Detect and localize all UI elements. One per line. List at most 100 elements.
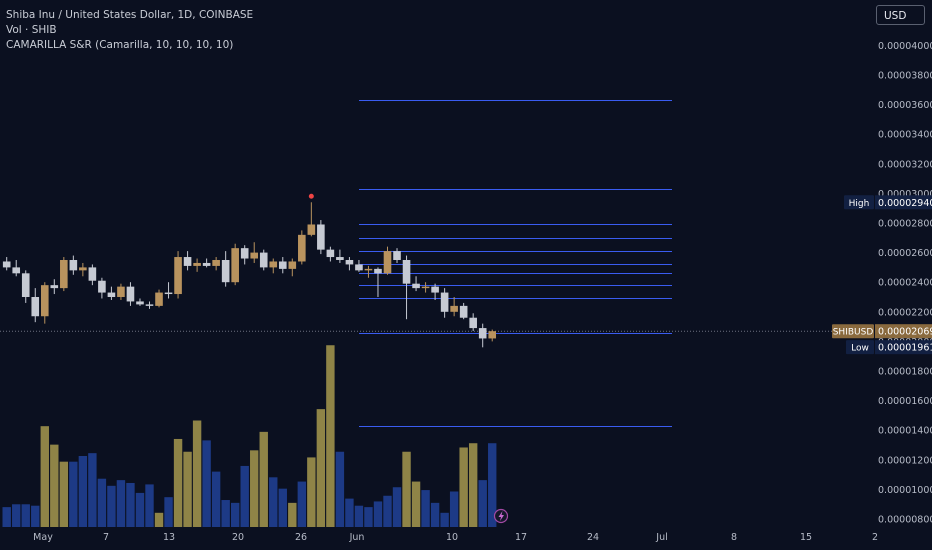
candle-body bbox=[431, 286, 439, 293]
candle-body bbox=[326, 249, 335, 258]
volume-bar bbox=[2, 507, 11, 527]
volume-bar bbox=[221, 500, 230, 527]
candle-body bbox=[231, 248, 239, 283]
candle-body bbox=[421, 286, 430, 289]
time-tick-label: 7 bbox=[103, 532, 109, 543]
high-marker bbox=[308, 193, 314, 199]
candle-body bbox=[12, 267, 21, 274]
volume-bar bbox=[12, 504, 21, 527]
candle-body bbox=[307, 224, 316, 235]
candle-body bbox=[60, 260, 68, 289]
candle-body bbox=[88, 267, 97, 281]
time-axis[interactable]: May 7 13 20 26 Jun 10 17 24 Jul 8 15 2 bbox=[33, 532, 878, 543]
volume-bar bbox=[173, 438, 183, 527]
price-tick-label: 0.00004000 bbox=[878, 41, 932, 52]
price-tick-label: 0.00003800 bbox=[878, 71, 932, 82]
volume-bar bbox=[21, 504, 30, 527]
volume-bar bbox=[69, 461, 78, 527]
time-tick-label: May bbox=[33, 532, 53, 543]
candle-body bbox=[374, 268, 382, 274]
candle-body bbox=[383, 251, 392, 274]
price-tick-label: 0.00002400 bbox=[878, 278, 932, 289]
volume-bar bbox=[40, 426, 49, 527]
volume-bar bbox=[269, 477, 278, 527]
volume-bar bbox=[402, 451, 411, 527]
volume-bar bbox=[59, 461, 69, 527]
currency-button[interactable]: USD bbox=[876, 5, 925, 25]
price-tick-label: 0.00001200 bbox=[878, 455, 932, 466]
price-tick-label: 0.00003400 bbox=[878, 130, 932, 141]
candle-body bbox=[145, 304, 154, 306]
volume-bar bbox=[145, 484, 154, 527]
candle-body bbox=[440, 292, 449, 312]
candle-body bbox=[240, 248, 249, 259]
volume-bar bbox=[31, 505, 40, 527]
volume-bar bbox=[278, 488, 287, 527]
symbol-title[interactable]: Shiba Inu / United States Dollar, 1D, CO… bbox=[6, 9, 254, 21]
candle-body bbox=[269, 261, 278, 268]
candle-body bbox=[164, 292, 173, 295]
volume-bar bbox=[240, 465, 249, 527]
alert-icon[interactable] bbox=[493, 508, 509, 524]
volume-bar bbox=[459, 447, 468, 527]
price-label-value: 0.00002069 bbox=[878, 327, 932, 338]
candles bbox=[2, 202, 497, 348]
price-label-tag bbox=[844, 195, 874, 210]
candle-body bbox=[355, 264, 363, 271]
time-tick-label: 17 bbox=[515, 532, 527, 543]
time-tick-label: 10 bbox=[446, 532, 458, 543]
time-tick-label: Jun bbox=[349, 532, 365, 543]
volume-indicator-label[interactable]: Vol · SHIB bbox=[6, 24, 57, 36]
candle-body bbox=[288, 261, 297, 269]
price-label-box bbox=[875, 324, 932, 339]
price-label-box bbox=[875, 195, 932, 210]
price-label-value: 0.00001961 bbox=[878, 343, 932, 354]
candle-body bbox=[450, 305, 458, 312]
volume-bar bbox=[259, 431, 268, 527]
volume-bar bbox=[364, 507, 373, 527]
volume-bar bbox=[288, 502, 297, 527]
candle-body bbox=[336, 257, 344, 260]
time-tick-label: Jul bbox=[655, 532, 667, 543]
candle-body bbox=[193, 262, 201, 266]
candle-body bbox=[174, 257, 182, 295]
candle-body bbox=[126, 286, 135, 302]
volume-bar bbox=[297, 481, 307, 527]
price-tick-label: 0.00002600 bbox=[878, 248, 932, 259]
price-labels: High 0.00002940 SHIBUSD 0.00002069 Low 0.0000… bbox=[832, 195, 932, 355]
volume-bar bbox=[354, 505, 364, 527]
candle-body bbox=[98, 280, 106, 293]
volume-bar bbox=[440, 512, 449, 527]
candle-body bbox=[183, 257, 192, 266]
candle-body bbox=[364, 268, 373, 271]
volume-bar bbox=[202, 440, 211, 527]
candle-body bbox=[402, 260, 411, 284]
candle-body bbox=[250, 252, 259, 259]
candle-body bbox=[31, 297, 40, 317]
time-tick-label: 26 bbox=[295, 532, 307, 543]
candle-body bbox=[21, 273, 30, 297]
camarilla-levels bbox=[359, 100, 672, 427]
price-tick-label: 0.00001600 bbox=[878, 396, 932, 407]
volume-bar bbox=[335, 451, 345, 527]
candle-body bbox=[259, 252, 268, 268]
price-tick-label: 0.00003000 bbox=[878, 189, 932, 200]
volume-bar bbox=[164, 497, 173, 527]
candle-body bbox=[212, 260, 220, 266]
price-label-box bbox=[875, 340, 932, 355]
camarilla-indicator-label[interactable]: CAMARILLA S&R (Camarilla, 10, 10, 10, 10… bbox=[6, 39, 234, 51]
price-label-tag bbox=[832, 324, 874, 339]
volume-bar bbox=[326, 345, 335, 527]
price-label-name: Low bbox=[851, 344, 869, 354]
candle-body bbox=[459, 305, 468, 318]
candle-body bbox=[345, 260, 354, 265]
candle-body bbox=[393, 251, 401, 260]
volume-bar bbox=[78, 456, 88, 527]
time-tick-label: 15 bbox=[800, 532, 812, 543]
candle-body bbox=[202, 262, 211, 266]
candle-body bbox=[69, 260, 78, 271]
candle-body bbox=[40, 285, 49, 317]
volume-bar bbox=[468, 443, 478, 527]
volume-bar bbox=[307, 457, 316, 527]
